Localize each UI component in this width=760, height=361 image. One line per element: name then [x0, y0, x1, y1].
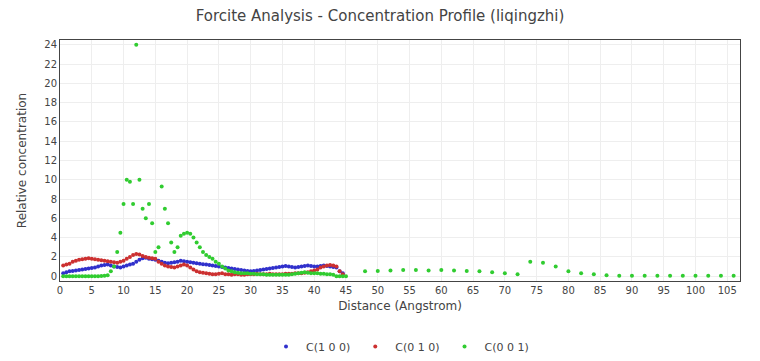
svg-text:14: 14 — [44, 136, 57, 147]
svg-text:5: 5 — [89, 285, 95, 296]
svg-text:0: 0 — [57, 285, 63, 296]
svg-text:55: 55 — [403, 285, 416, 296]
svg-text:10: 10 — [117, 285, 130, 296]
svg-text:16: 16 — [44, 116, 57, 127]
svg-text:105: 105 — [718, 285, 737, 296]
svg-text:8: 8 — [51, 194, 57, 205]
svg-text:22: 22 — [44, 59, 57, 70]
svg-text:45: 45 — [340, 285, 353, 296]
svg-text:4: 4 — [51, 232, 57, 243]
svg-text:100: 100 — [686, 285, 705, 296]
svg-text:C(0 1 0): C(0 1 0) — [395, 341, 439, 354]
svg-text:75: 75 — [530, 285, 543, 296]
svg-text:25: 25 — [213, 285, 226, 296]
svg-text:20: 20 — [181, 285, 194, 296]
svg-text:0: 0 — [51, 271, 57, 282]
svg-text:50: 50 — [371, 285, 384, 296]
svg-text:Relative concentration: Relative concentration — [15, 93, 29, 228]
svg-text:Forcite Analysis - Concentrati: Forcite Analysis - Concentration Profile… — [196, 7, 565, 25]
svg-text:30: 30 — [244, 285, 257, 296]
svg-text:15: 15 — [149, 285, 162, 296]
svg-text:40: 40 — [308, 285, 321, 296]
svg-text:90: 90 — [626, 285, 639, 296]
svg-text:6: 6 — [51, 213, 57, 224]
svg-text:C(1 0 0): C(1 0 0) — [306, 341, 350, 354]
svg-text:85: 85 — [594, 285, 607, 296]
svg-text:24: 24 — [44, 39, 57, 50]
svg-text:18: 18 — [44, 97, 57, 108]
svg-text:95: 95 — [657, 285, 670, 296]
svg-text:10: 10 — [44, 174, 57, 185]
svg-text:80: 80 — [562, 285, 575, 296]
svg-text:35: 35 — [276, 285, 289, 296]
svg-text:Distance (Angstrom): Distance (Angstrom) — [338, 299, 462, 313]
svg-text:65: 65 — [467, 285, 480, 296]
svg-text:12: 12 — [44, 155, 57, 166]
svg-text:70: 70 — [498, 285, 511, 296]
svg-text:C(0 0 1): C(0 0 1) — [485, 341, 529, 354]
svg-text:60: 60 — [435, 285, 448, 296]
svg-text:2: 2 — [51, 251, 57, 262]
svg-text:20: 20 — [44, 78, 57, 89]
